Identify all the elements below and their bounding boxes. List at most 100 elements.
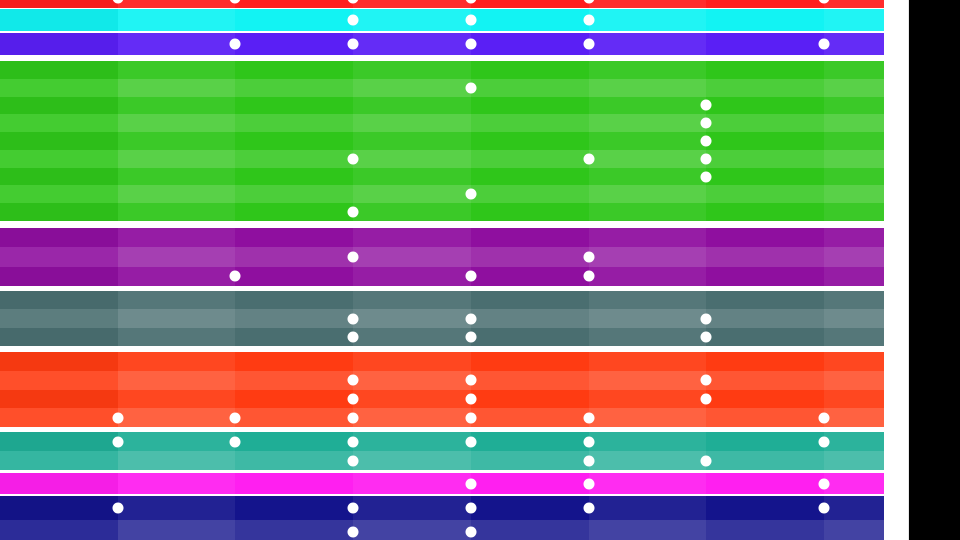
step-cell[interactable] <box>0 352 119 372</box>
step-active-dot[interactable] <box>700 171 712 183</box>
step-cell[interactable] <box>706 149 825 169</box>
step-cell[interactable] <box>588 473 707 494</box>
step-cell[interactable] <box>353 0 472 8</box>
step-cell[interactable] <box>117 228 236 248</box>
step-cell[interactable] <box>0 203 119 221</box>
step-cell[interactable] <box>0 473 119 494</box>
step-active-dot[interactable] <box>818 38 830 50</box>
step-cell[interactable] <box>353 185 472 204</box>
step-cell[interactable] <box>470 228 589 248</box>
step-cell[interactable] <box>823 96 884 115</box>
step-cell[interactable] <box>235 149 354 169</box>
step-cell[interactable] <box>706 9 825 31</box>
step-active-dot[interactable] <box>583 436 594 447</box>
step-cell[interactable] <box>706 520 825 540</box>
step-cell[interactable] <box>0 389 119 409</box>
step-active-dot[interactable] <box>700 153 712 165</box>
step-cell[interactable] <box>235 408 354 427</box>
step-cell[interactable] <box>823 61 884 80</box>
step-cell[interactable] <box>823 203 884 221</box>
step-active-dot[interactable] <box>347 436 359 447</box>
step-cell[interactable] <box>823 149 884 169</box>
step-cell[interactable] <box>706 408 825 427</box>
step-cell[interactable] <box>706 167 825 186</box>
step-active-dot[interactable] <box>818 412 830 424</box>
step-cell[interactable] <box>235 185 354 204</box>
step-active-dot[interactable] <box>229 0 241 4</box>
step-active-dot[interactable] <box>465 313 477 324</box>
step-active-dot[interactable] <box>583 14 594 26</box>
step-cell[interactable] <box>0 496 119 521</box>
step-cell[interactable] <box>823 496 884 521</box>
step-cell[interactable] <box>235 309 354 329</box>
step-cell[interactable] <box>823 132 884 151</box>
step-active-dot[interactable] <box>465 374 477 386</box>
step-cell[interactable] <box>823 247 884 268</box>
step-cell[interactable] <box>117 0 236 8</box>
step-cell[interactable] <box>823 309 884 329</box>
step-cell[interactable] <box>353 451 472 470</box>
step-active-dot[interactable] <box>347 455 359 466</box>
step-cell[interactable] <box>0 185 119 204</box>
step-cell[interactable] <box>588 114 707 133</box>
step-active-dot[interactable] <box>347 153 359 165</box>
step-cell[interactable] <box>0 167 119 186</box>
step-cell[interactable] <box>0 132 119 151</box>
step-cell[interactable] <box>117 61 236 80</box>
step-cell[interactable] <box>0 114 119 133</box>
step-cell[interactable] <box>588 496 707 521</box>
step-cell[interactable] <box>588 33 707 55</box>
step-active-dot[interactable] <box>583 502 594 514</box>
step-active-dot[interactable] <box>229 38 241 50</box>
step-cell[interactable] <box>353 9 472 31</box>
step-cell[interactable] <box>117 33 236 55</box>
step-cell[interactable] <box>0 9 119 31</box>
step-cell[interactable] <box>117 408 236 427</box>
step-cell[interactable] <box>117 78 236 98</box>
step-cell[interactable] <box>823 266 884 286</box>
step-cell[interactable] <box>353 408 472 427</box>
step-cell[interactable] <box>706 114 825 133</box>
step-active-dot[interactable] <box>347 331 359 343</box>
step-cell[interactable] <box>117 473 236 494</box>
step-cell[interactable] <box>0 520 119 540</box>
step-cell[interactable] <box>706 247 825 268</box>
step-cell[interactable] <box>0 247 119 268</box>
step-active-dot[interactable] <box>465 0 477 4</box>
step-active-dot[interactable] <box>700 135 712 147</box>
step-cell[interactable] <box>588 132 707 151</box>
step-cell[interactable] <box>353 114 472 133</box>
step-cell[interactable] <box>470 132 589 151</box>
step-cell[interactable] <box>470 451 589 470</box>
step-cell[interactable] <box>235 228 354 248</box>
step-active-dot[interactable] <box>465 188 477 200</box>
step-active-dot[interactable] <box>583 412 594 424</box>
step-active-dot[interactable] <box>465 478 477 489</box>
step-cell[interactable] <box>470 408 589 427</box>
step-cell[interactable] <box>117 247 236 268</box>
step-cell[interactable] <box>470 203 589 221</box>
step-cell[interactable] <box>706 432 825 452</box>
step-cell[interactable] <box>823 352 884 372</box>
step-cell[interactable] <box>706 451 825 470</box>
step-active-dot[interactable] <box>583 251 594 263</box>
step-cell[interactable] <box>117 96 236 115</box>
step-active-dot[interactable] <box>347 412 359 424</box>
step-cell[interactable] <box>117 389 236 409</box>
step-active-dot[interactable] <box>583 478 594 489</box>
step-cell[interactable] <box>470 114 589 133</box>
step-active-dot[interactable] <box>700 393 712 405</box>
step-cell[interactable] <box>470 0 589 8</box>
step-cell[interactable] <box>235 266 354 286</box>
step-cell[interactable] <box>706 266 825 286</box>
step-cell[interactable] <box>470 352 589 372</box>
step-cell[interactable] <box>470 78 589 98</box>
step-cell[interactable] <box>823 432 884 452</box>
step-active-dot[interactable] <box>583 0 594 4</box>
step-cell[interactable] <box>235 432 354 452</box>
step-cell[interactable] <box>588 309 707 329</box>
step-cell[interactable] <box>588 370 707 390</box>
step-cell[interactable] <box>823 327 884 346</box>
step-cell[interactable] <box>117 266 236 286</box>
step-cell[interactable] <box>588 389 707 409</box>
